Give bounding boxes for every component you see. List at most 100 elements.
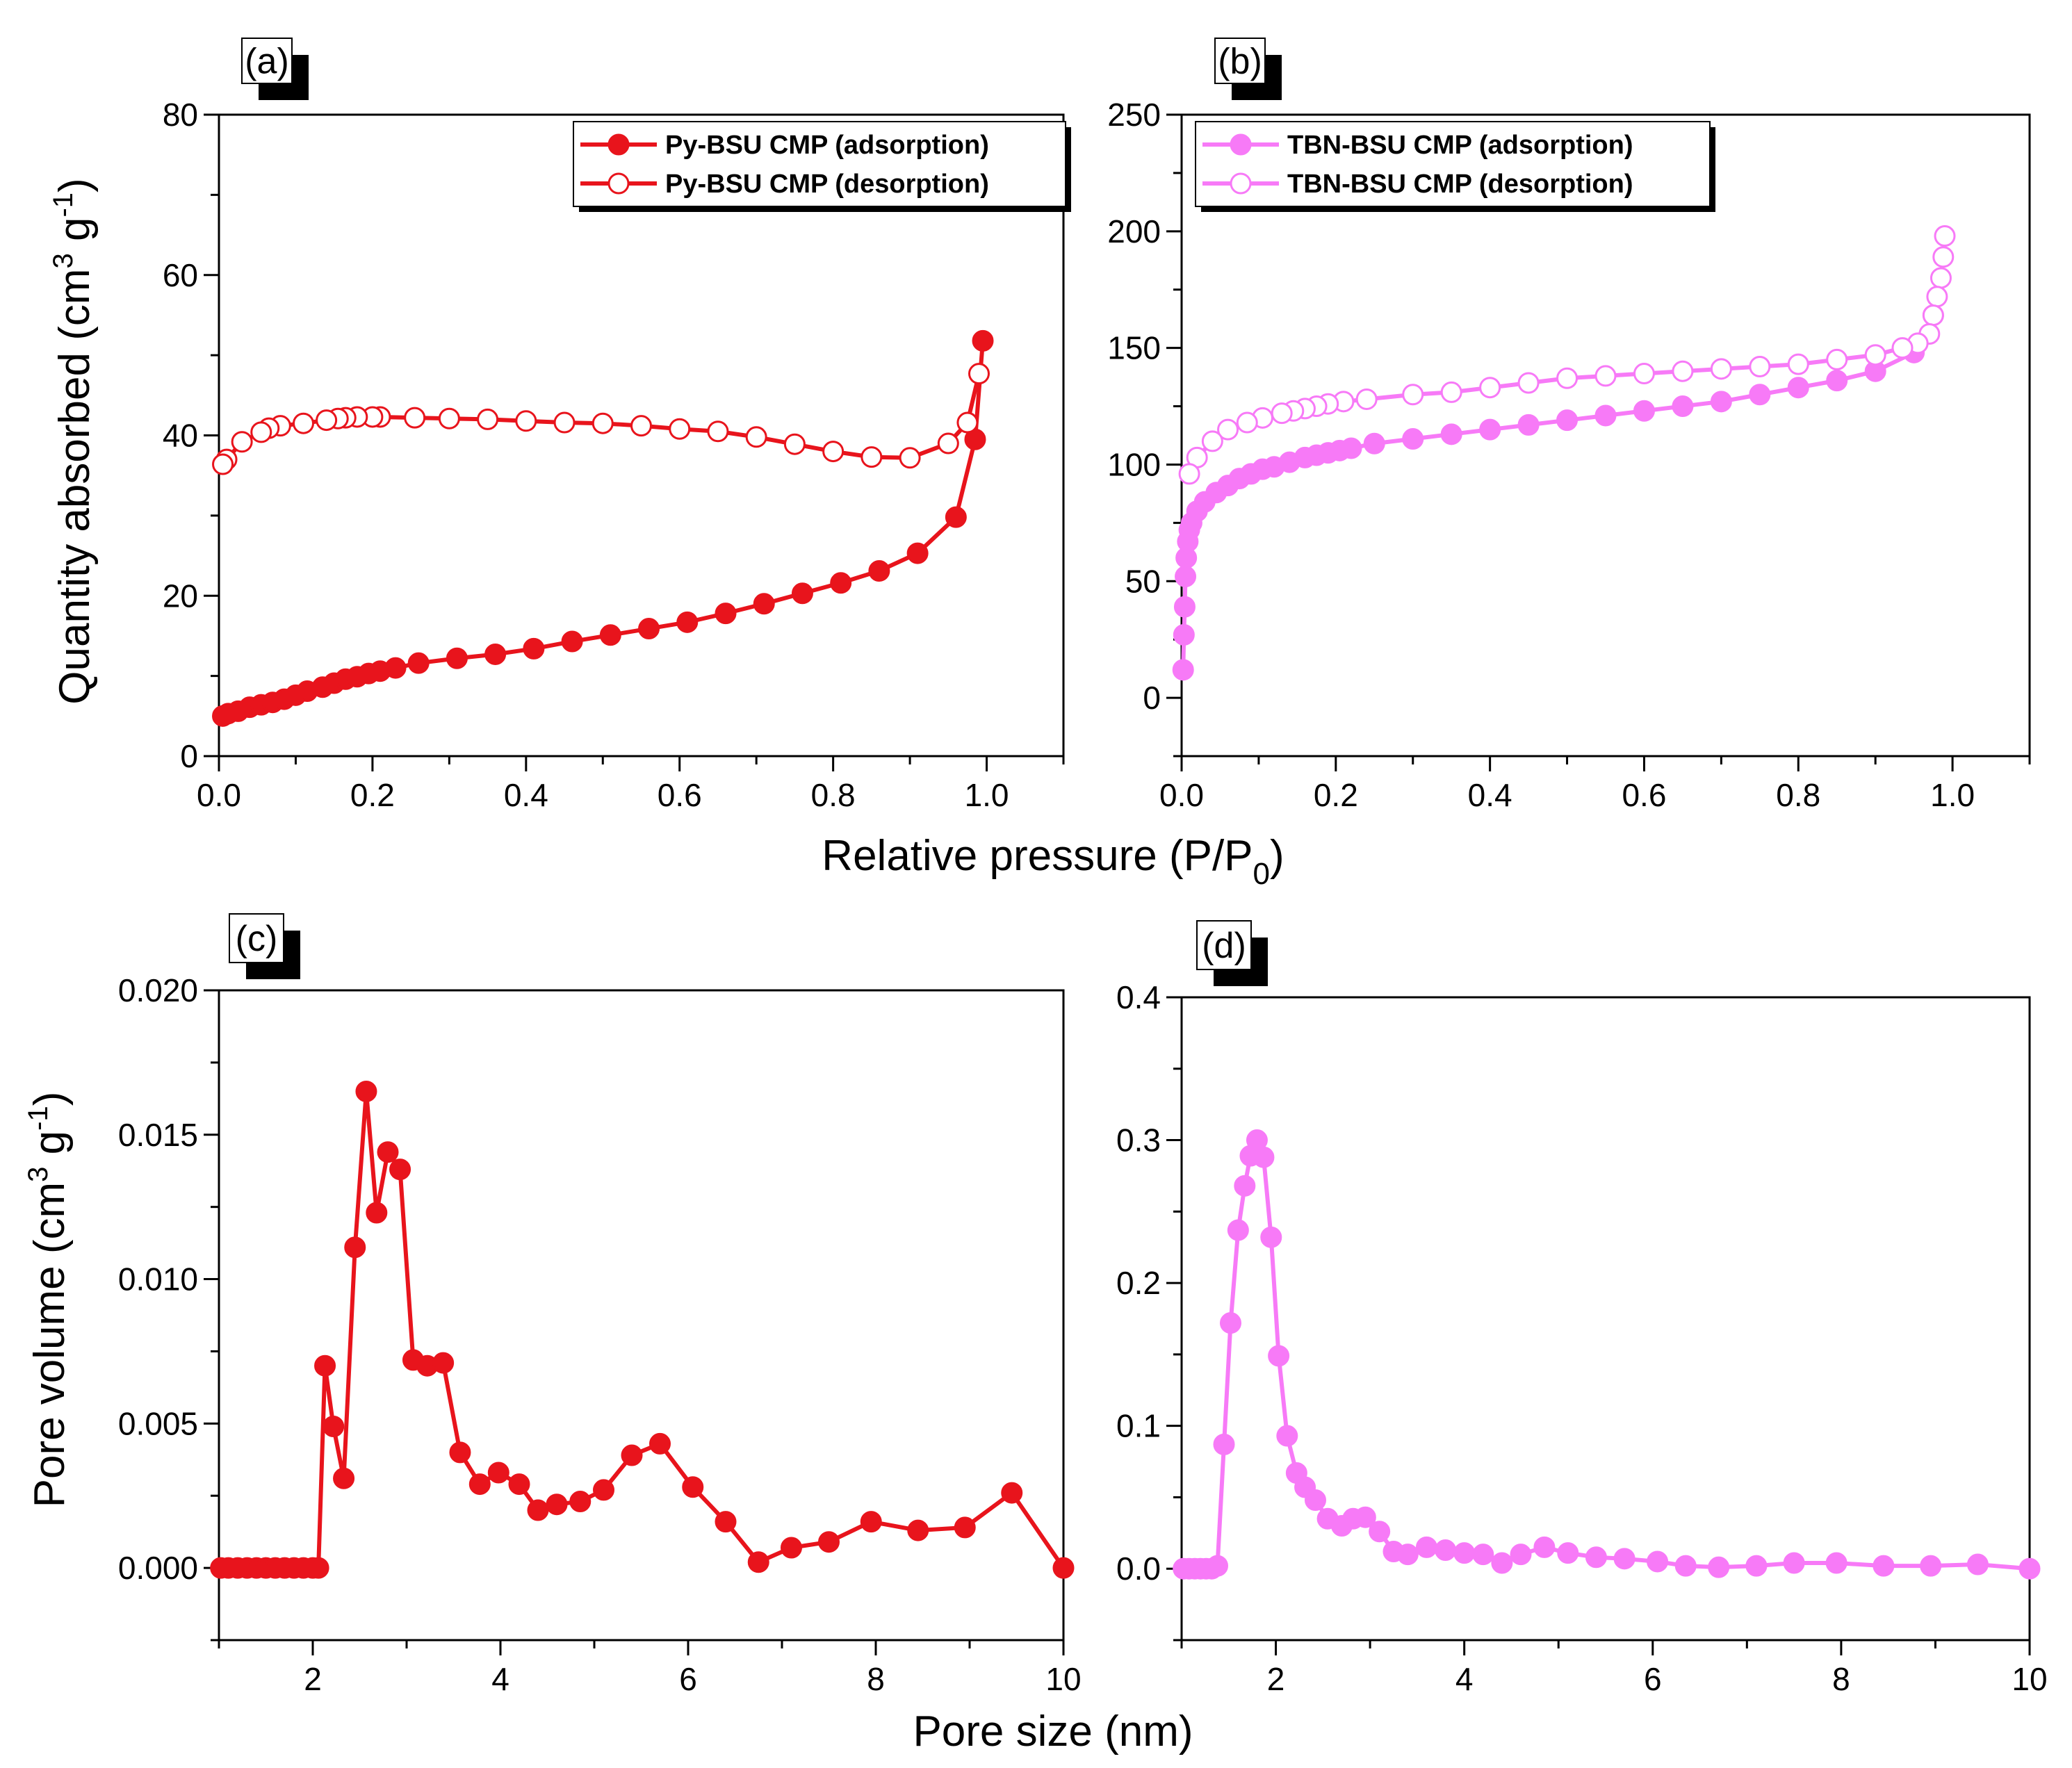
data-point-b-1 (1201, 430, 1223, 452)
data-point-d-0 (1304, 1489, 1326, 1512)
data-point-b-1 (1556, 367, 1579, 389)
plot-frame-c (218, 989, 1065, 1642)
legend-marker-b (1230, 133, 1252, 156)
data-point-b-1 (1479, 377, 1501, 399)
data-point-a-0 (484, 643, 507, 665)
data-point-a-1 (860, 446, 883, 468)
data-point-a-0 (715, 603, 737, 625)
y-tick-label-a: 0 (180, 738, 198, 774)
data-point-b-0 (1173, 596, 1196, 618)
data-point-d-0 (1920, 1555, 1942, 1577)
data-point-d-0 (1783, 1552, 1805, 1574)
data-point-c-0 (621, 1444, 643, 1466)
y-tick-label-d: 0.2 (1116, 1265, 1161, 1301)
x-tick-label-a: 0.6 (658, 777, 702, 813)
data-point-a-1 (404, 407, 426, 429)
y-tick-label-d: 0.4 (1116, 979, 1161, 1015)
data-point-d-0 (1219, 1312, 1241, 1334)
data-point-b-0 (1440, 423, 1462, 445)
x-tick-label-d: 8 (1832, 1661, 1850, 1697)
data-point-d-0 (1227, 1219, 1249, 1241)
y-axis-title-bottom: Pore volume (cm3 g-1) (23, 1092, 74, 1508)
legend-box-b (1195, 121, 1711, 207)
data-point-c-0 (432, 1352, 455, 1374)
data-point-d-0 (1647, 1550, 1669, 1573)
data-point-b-1 (1787, 353, 1809, 375)
data-point-c-0 (649, 1432, 671, 1455)
data-point-c-0 (527, 1499, 549, 1521)
data-point-b-1 (1922, 304, 1944, 327)
y-tick-label-a: 80 (163, 97, 198, 133)
data-point-a-1 (316, 409, 338, 432)
data-point-d-0 (1207, 1555, 1229, 1577)
data-point-c-0 (907, 1519, 929, 1541)
data-point-a-1 (231, 431, 253, 453)
data-point-a-1 (745, 426, 767, 448)
data-point-d-0 (1674, 1555, 1697, 1577)
y-tick-label-b: 200 (1107, 213, 1161, 249)
data-point-a-0 (676, 611, 699, 633)
data-point-b-0 (1749, 384, 1771, 406)
data-point-a-0 (945, 506, 967, 528)
x-tick-label-d: 2 (1267, 1661, 1285, 1697)
x-tick-label-a: 0.8 (811, 777, 856, 813)
data-point-a-1 (250, 421, 272, 443)
data-point-c-0 (487, 1462, 509, 1484)
data-point-b-1 (1178, 463, 1200, 485)
data-point-d-0 (1966, 1553, 1989, 1575)
data-point-a-1 (968, 363, 990, 385)
data-point-a-0 (868, 559, 890, 582)
data-point-d-0 (1491, 1552, 1513, 1574)
data-point-c-0 (355, 1080, 377, 1102)
panel-label-box-c (229, 913, 284, 963)
data-point-c-0 (377, 1141, 399, 1163)
y-tick-label-d: 0.3 (1116, 1122, 1161, 1159)
data-point-b-1 (1864, 344, 1886, 366)
data-point-d-0 (1435, 1539, 1457, 1561)
data-point-b-0 (1363, 432, 1385, 455)
data-point-d-0 (1745, 1555, 1768, 1577)
y-tick-label-c: 0.020 (118, 972, 198, 1008)
data-point-d-0 (1213, 1433, 1235, 1455)
data-point-d-0 (1276, 1425, 1298, 1447)
data-point-b-1 (1217, 418, 1239, 441)
data-point-c-0 (314, 1354, 336, 1377)
x-tick-label-b: 1.0 (1930, 777, 1975, 813)
legend-label-b: TBN-BSU CMP (adsorption) (1287, 131, 1633, 160)
data-point-c-0 (593, 1479, 614, 1501)
data-point-a-1 (515, 410, 537, 432)
x-tick-label-c: 6 (679, 1661, 697, 1697)
x-tick-label-c: 10 (1045, 1661, 1081, 1697)
x-tick-label-a: 1.0 (965, 777, 1009, 813)
y-tick-label-c: 0.010 (118, 1261, 198, 1298)
x-tick-label-d: 4 (1455, 1661, 1474, 1697)
data-point-b-1 (1930, 267, 1952, 289)
x-tick-label-d: 10 (2012, 1661, 2047, 1697)
panel-d: 2 4 6 8 10 0.0 0.1 0.2 0.3 0.4 (d) (1116, 920, 2048, 1697)
data-point-d-0 (1354, 1506, 1376, 1528)
data-point-a-0 (561, 630, 583, 653)
data-point-a-0 (972, 329, 994, 352)
data-point-c-0 (344, 1236, 366, 1259)
data-point-a-1 (956, 411, 979, 434)
panel-label-a: (a) (245, 42, 289, 82)
data-point-d-0 (1510, 1544, 1532, 1566)
x-tick-label-d: 6 (1644, 1661, 1662, 1697)
data-point-b-1 (1517, 372, 1540, 394)
data-point-c-0 (508, 1473, 530, 1496)
panel-label-c: (c) (236, 919, 278, 959)
data-point-a-1 (669, 418, 691, 440)
data-point-c-0 (715, 1511, 737, 1533)
data-point-c-0 (1001, 1482, 1023, 1504)
data-point-b-0 (1517, 414, 1540, 436)
panel-b: 0.0 0.2 0.4 0.6 0.8 1.0 0 50 100 150 200 250 TBN-BSU… (1107, 38, 2031, 813)
y-tick-label-b: 50 (1125, 563, 1161, 599)
data-point-b-1 (1355, 388, 1378, 410)
data-point-b-0 (1172, 659, 1194, 681)
x-tick-label-a: 0.4 (504, 777, 548, 813)
data-point-a-0 (753, 593, 775, 615)
data-point-b-1 (1934, 225, 1956, 247)
panel-label-b: (b) (1218, 42, 1262, 82)
data-point-a-1 (899, 447, 921, 469)
y-tick-label-d: 0.1 (1116, 1408, 1161, 1444)
